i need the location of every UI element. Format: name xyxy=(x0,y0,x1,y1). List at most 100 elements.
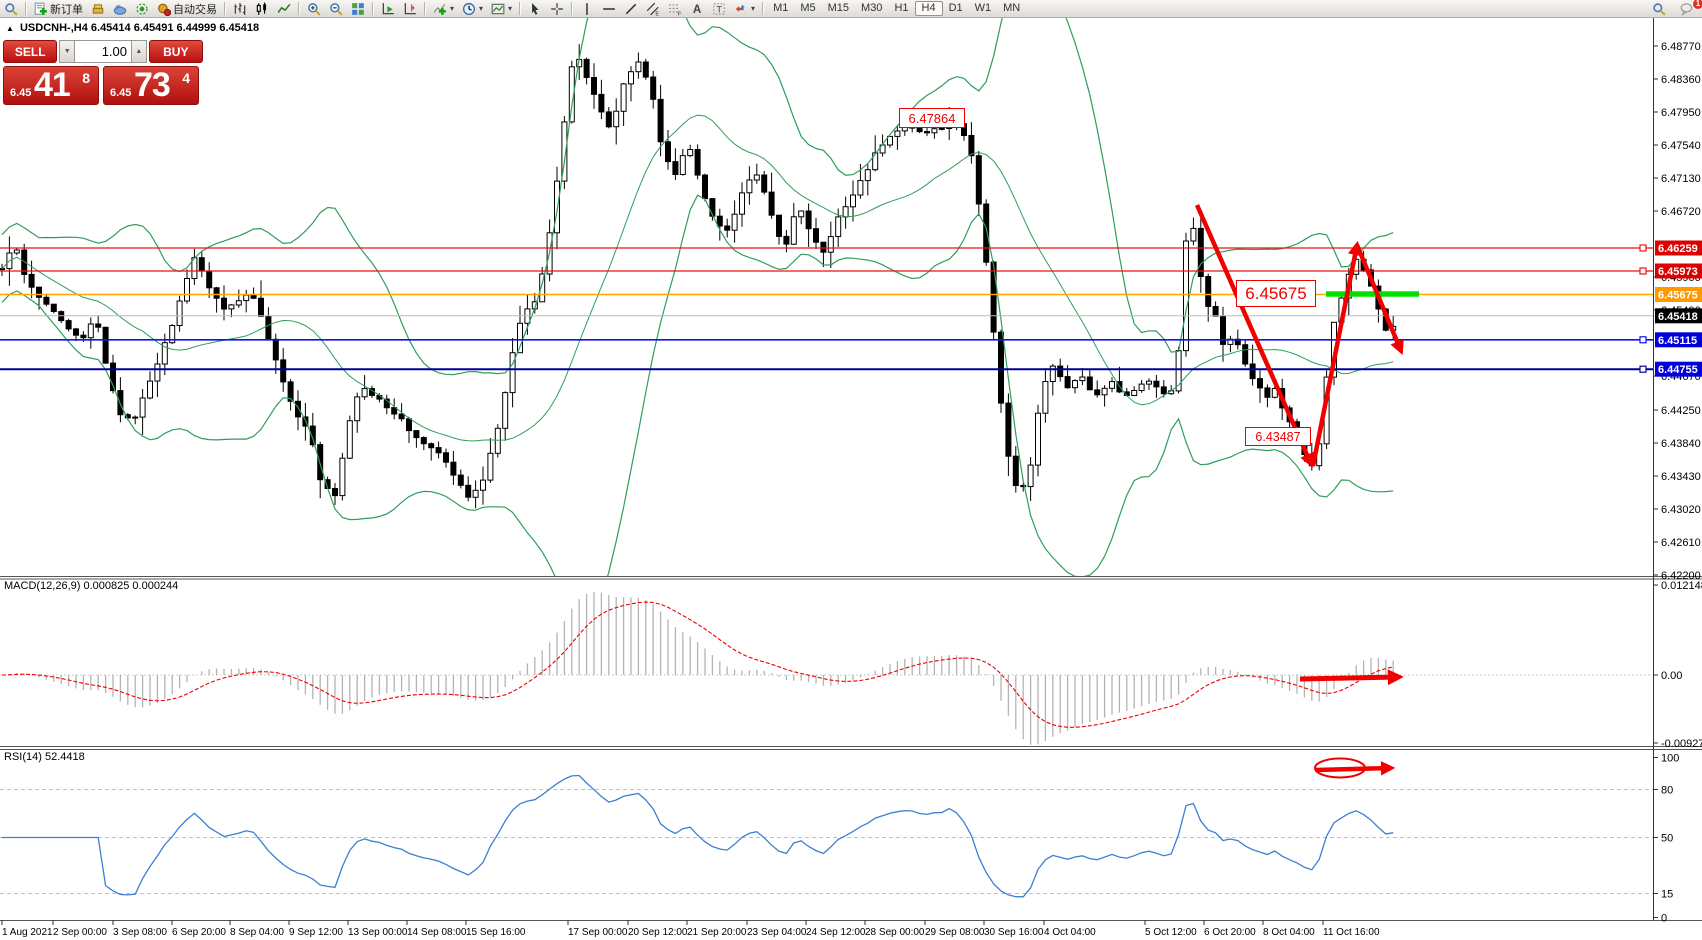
timeframe-h4[interactable]: H4 xyxy=(914,1,943,16)
trendline-button[interactable] xyxy=(620,1,642,17)
chevron-down-icon[interactable]: ▾ xyxy=(450,4,455,13)
rsi-line xyxy=(2,774,1394,898)
time-axis-label: 28 Sep 00:00 xyxy=(865,927,925,938)
chart-shift-button[interactable] xyxy=(399,1,421,17)
templates-button[interactable]: ▾ xyxy=(487,1,516,17)
time-axis-label: 29 Sep 08:00 xyxy=(925,927,985,938)
buy-price-display[interactable]: 6.45 73 4 xyxy=(103,66,199,105)
trend-arrow-annotation[interactable] xyxy=(1310,240,1363,467)
macd-axis-label: 0.012148 xyxy=(1661,580,1702,592)
vertical-line-button[interactable] xyxy=(576,1,598,17)
time-axis-label: 23 Sep 04:00 xyxy=(747,927,807,938)
time-axis-label: 21 Sep 20:00 xyxy=(687,927,747,938)
tile-windows-button[interactable] xyxy=(347,1,369,17)
price-annotation-label[interactable]: 6.45675 xyxy=(1236,280,1316,307)
volume-increase-button[interactable]: ▲ xyxy=(131,40,147,63)
zoom-out-button[interactable] xyxy=(325,1,347,17)
macd-arrow-annotation[interactable] xyxy=(1299,669,1404,686)
timeframe-m5[interactable]: M5 xyxy=(800,2,816,14)
volume-decrease-button[interactable]: ▼ xyxy=(59,40,75,63)
indicators-button[interactable]: ▾ xyxy=(429,1,458,17)
cursor-button[interactable] xyxy=(524,1,546,17)
rsi-panel[interactable] xyxy=(2,774,1394,898)
fibonacci-button[interactable]: F xyxy=(664,1,686,17)
price-tick-label: 6.43020 xyxy=(1661,504,1701,516)
timeframe-m30[interactable]: M30 xyxy=(861,2,883,14)
level-line-handle[interactable] xyxy=(1639,267,1647,275)
level-line-handle[interactable] xyxy=(1639,244,1647,252)
macd-indicator-label: MACD(12,26,9) 0.000825 0.000244 xyxy=(4,580,179,592)
volume-input[interactable] xyxy=(75,40,131,63)
rsi-arrow-annotation[interactable] xyxy=(1315,761,1396,776)
buy-button[interactable]: BUY xyxy=(148,40,203,63)
label-button[interactable]: T xyxy=(708,1,730,17)
timeframe-mn[interactable]: MN xyxy=(1003,2,1021,14)
chevron-down-icon[interactable]: ▾ xyxy=(751,4,756,13)
horizontal-line-button[interactable] xyxy=(598,1,620,17)
candlestick-chart-button[interactable] xyxy=(251,1,273,17)
timeframe-w1[interactable]: W1 xyxy=(974,2,992,14)
sell-button[interactable]: SELL xyxy=(3,40,58,63)
auto-trading-button[interactable]: 自动交易 xyxy=(153,1,221,17)
timeframe-m1[interactable]: M1 xyxy=(773,2,789,14)
crosshair-button[interactable] xyxy=(546,1,568,17)
line-chart-button[interactable] xyxy=(273,1,295,17)
periods-button[interactable]: ▾ xyxy=(458,1,487,17)
timeframe-m15[interactable]: M15 xyxy=(827,2,850,14)
price-tick-label: 6.44250 xyxy=(1661,405,1701,417)
trend-arrow-annotation[interactable] xyxy=(1194,204,1314,468)
price-annotation-label[interactable]: 6.47864 xyxy=(899,108,965,128)
market-watch-icon xyxy=(91,2,105,16)
price-annotation-label[interactable]: 6.43487 xyxy=(1245,427,1311,446)
search-button[interactable] xyxy=(1648,1,1670,17)
notifications-icon xyxy=(1680,2,1694,16)
new-order-button-label: 新订单 xyxy=(50,3,83,16)
new-order-button[interactable]: 新订单 xyxy=(30,1,87,17)
price-tag-label: 6.45418 xyxy=(1658,311,1698,323)
level-line-handle[interactable] xyxy=(1639,365,1647,373)
notifications-button[interactable]: 1 xyxy=(1676,0,1702,17)
macd-panel[interactable] xyxy=(0,591,1653,745)
chevron-down-icon[interactable]: ▾ xyxy=(508,4,513,13)
price-tag xyxy=(1655,240,1702,256)
text-button[interactable]: A xyxy=(686,1,708,17)
collapse-icon[interactable]: ▲ xyxy=(6,24,14,33)
navigator-button[interactable] xyxy=(109,1,131,17)
zoom-in-button[interactable] xyxy=(303,1,325,17)
equidistant-channel-icon: E xyxy=(646,2,660,16)
horizontal-line-icon xyxy=(602,2,616,16)
price-tick-label: 6.48770 xyxy=(1661,41,1701,53)
price-tick-label: 6.42610 xyxy=(1661,537,1701,549)
navigator-icon xyxy=(113,2,127,16)
bar-chart-button[interactable] xyxy=(229,1,251,17)
trend-arrow-annotation[interactable] xyxy=(1354,244,1404,355)
arrows-button[interactable]: ▾ xyxy=(730,1,759,17)
price-tag-label: 6.45115 xyxy=(1658,335,1697,347)
timeframe-d1[interactable]: D1 xyxy=(948,2,963,14)
time-axis-label: 20 Sep 12:00 xyxy=(628,927,688,938)
label-icon: T xyxy=(712,2,726,16)
price-tag xyxy=(1655,361,1702,377)
search-icon[interactable] xyxy=(0,1,22,17)
svg-text:T: T xyxy=(716,4,722,14)
equidistant-channel-button[interactable]: E xyxy=(642,1,664,17)
market-watch-button[interactable] xyxy=(87,1,109,17)
time-axis-label: 14 Sep 08:00 xyxy=(407,927,467,938)
top-toolbar: 新订单 自动交易 ▾ ▾ ▾ E F A T ▾ M1 M5 M15 M30 H1 H4 D1 W1 MN 1 xyxy=(0,0,1702,18)
auto-scroll-button[interactable] xyxy=(377,1,399,17)
price-tag xyxy=(1655,287,1702,302)
tile-windows-icon xyxy=(351,2,365,16)
sell-price-display[interactable]: 6.45 41 8 xyxy=(3,66,99,105)
toolbar-separator xyxy=(372,2,374,15)
level-line-handle[interactable] xyxy=(1639,336,1647,344)
rsi-axis-label: 80 xyxy=(1661,785,1673,797)
chevron-down-icon[interactable]: ▾ xyxy=(479,4,484,13)
timeframe-h1[interactable]: H1 xyxy=(894,2,909,14)
signals-button[interactable] xyxy=(131,1,153,17)
toolbar-separator xyxy=(424,2,426,15)
time-axis-label: 1 Aug 2021 xyxy=(2,927,53,938)
ohlc-values: 6.45414 6.45491 6.44999 6.45418 xyxy=(90,22,260,34)
search-icon xyxy=(1652,2,1666,16)
price-tick-label: 6.47950 xyxy=(1661,107,1701,119)
